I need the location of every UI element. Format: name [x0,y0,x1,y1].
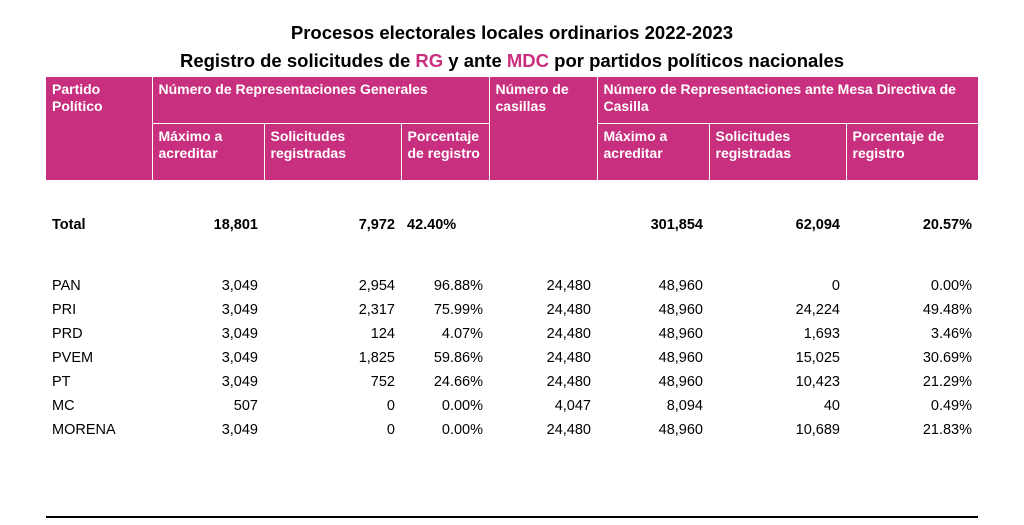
rg-max-cell: 3,049 [221,278,258,294]
header-mdc-maximo: Máximo a acreditar [596,123,709,180]
subtitle-part: por partidos políticos nacionales [549,50,845,71]
mdc-pct-cell: 3.46% [930,326,972,342]
rg-max-cell: 507 [233,398,258,414]
casillas-cell: 4,047 [554,398,591,414]
total-rg-sol: 7,972 [358,217,395,233]
mdc-max-cell: 48,960 [658,302,703,318]
total-mdc-sol: 62,094 [795,217,840,233]
mdc-max-cell: 48,960 [658,422,703,438]
bottom-rule [46,516,978,518]
mdc-max-cell: 48,960 [658,350,703,366]
header-mdc-group: Número de Representaciones ante Mesa Dir… [596,77,978,124]
total-label: Total [52,217,86,233]
header-rg-porcentaje: Porcentaje de registro [400,123,489,180]
total-casillas [489,213,597,237]
mdc-pct-cell: 21.83% [922,422,972,438]
subtitle-part: Registro de solicitudes de [179,50,416,71]
casillas-cell: 24,480 [546,374,591,390]
document-subtitle: Registro de solicitudes de RG y ante MDC… [0,50,1024,72]
table-row: PT 3,049 752 24.66% 24,480 48,960 10,423 21.29% [46,370,978,394]
casillas-cell: 24,480 [546,278,591,294]
party-name: PT [52,374,71,390]
party-name: PRI [52,302,77,318]
table-row: PAN 3,049 2,954 96.88% 24,480 48,960 0 0.00% [46,274,978,298]
rg-pct-cell: 0.00% [441,398,483,414]
mdc-max-cell: 8,094 [666,398,703,414]
mdc-pct-cell: 0.49% [930,398,972,414]
total-mdc-max: 301,854 [650,217,703,233]
mdc-pct-cell: 21.29% [922,374,972,390]
mdc-sol-cell: 10,689 [795,422,840,438]
total-rg-max: 18,801 [213,217,258,233]
total-rg-pct: 42.40% [407,217,457,233]
casillas-cell: 24,480 [546,350,591,366]
table-row: PRD 3,049 124 4.07% 24,480 48,960 1,693 3.46% [46,322,978,346]
mdc-pct-cell: 49.48% [922,302,972,318]
mdc-pct-cell: 30.69% [922,350,972,366]
mdc-pct-cell: 0.00% [930,278,972,294]
table-row: MORENA 3,049 0 0.00% 24,480 48,960 10,689 21.83… [46,418,978,442]
rg-sol-cell: 0 [386,422,395,438]
table-row: MC 507 0 0.00% 4,047 8,094 40 0.49% [46,394,978,418]
rg-sol-cell: 0 [386,398,395,414]
mdc-max-cell: 48,960 [658,374,703,390]
total-mdc-pct: 20.57% [922,217,972,233]
rg-max-cell: 3,049 [221,374,258,390]
rg-sol-cell: 2,317 [358,302,395,318]
subtitle-part: y ante [443,50,507,71]
document-title: Procesos electorales locales ordinarios … [290,22,734,43]
header-partido: Partido Político [46,77,152,180]
mdc-max-cell: 48,960 [658,278,703,294]
rg-max-cell: 3,049 [221,302,258,318]
party-name: MC [52,398,75,414]
header-mdc-porcentaje: Porcentaje de registro [845,123,978,180]
mdc-max-cell: 48,960 [658,326,703,342]
table-row: PVEM 3,049 1,825 59.86% 24,480 48,960 15,025 30… [46,346,978,370]
table-row: PRI 3,049 2,317 75.99% 24,480 48,960 24,224 49.… [46,298,978,322]
rg-pct-cell: 0.00% [441,422,483,438]
total-row: Total 18,801 7,972 42.40% 301,854 62,094… [46,213,978,237]
mdc-sol-cell: 0 [831,278,840,294]
rg-sol-cell: 752 [370,374,395,390]
rg-sol-cell: 124 [370,326,395,342]
party-name: PRD [52,326,83,342]
header-rg-solicitudes: Solicitudes registradas [263,123,401,180]
rg-pct-cell: 4.07% [441,326,483,342]
mdc-sol-cell: 15,025 [795,350,840,366]
party-name: PVEM [52,350,94,366]
rg-max-cell: 3,049 [221,326,258,342]
header-rg-group: Número de Representaciones Generales [151,77,489,124]
rg-pct-cell: 24.66% [433,374,483,390]
header-mdc-solicitudes: Solicitudes registradas [708,123,846,180]
casillas-cell: 24,480 [546,326,591,342]
party-name: MORENA [52,422,116,438]
party-name: PAN [52,278,81,294]
rg-pct-cell: 96.88% [433,278,483,294]
registro-table: Partido Político Número de Representacio… [46,77,978,442]
rg-max-cell: 3,049 [221,422,258,438]
rg-highlight: RG [415,50,444,71]
mdc-sol-cell: 40 [823,398,840,414]
header-casillas: Número de casillas [488,77,597,180]
rg-pct-cell: 59.86% [433,350,483,366]
mdc-highlight: MDC [506,50,550,71]
header-rg-maximo: Máximo a acreditar [151,123,264,180]
mdc-sol-cell: 10,423 [795,374,840,390]
mdc-sol-cell: 24,224 [795,302,840,318]
rg-sol-cell: 2,954 [358,278,395,294]
rg-sol-cell: 1,825 [358,350,395,366]
casillas-cell: 24,480 [546,422,591,438]
rg-max-cell: 3,049 [221,350,258,366]
rg-pct-cell: 75.99% [433,302,483,318]
mdc-sol-cell: 1,693 [803,326,840,342]
casillas-cell: 24,480 [546,302,591,318]
